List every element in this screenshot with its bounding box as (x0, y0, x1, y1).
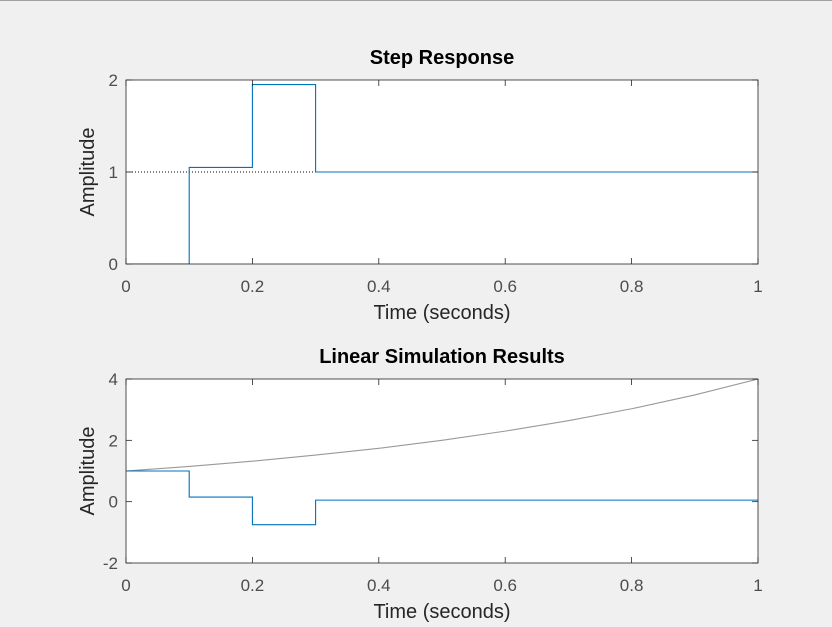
linear-sim-y-axis-label: Amplitude (77, 427, 99, 516)
linear-sim-y-tick-label: 2 (109, 431, 118, 450)
step-response-chart: 0 0.2 0.4 0.6 0.8 1 0 1 2 Step Response Time (seco… (77, 47, 763, 324)
step-response-x-tick-label: 0.4 (367, 277, 391, 296)
linear-sim-y-tick-label: 4 (109, 370, 118, 389)
step-response-x-axis-label: Time (seconds) (373, 302, 510, 324)
linear-sim-x-tick-label: 0.8 (620, 576, 644, 595)
linear-sim-y-tick-label: -2 (103, 554, 118, 573)
linear-sim-x-tick-label: 0.6 (493, 576, 517, 595)
step-response-x-tick-label: 0.8 (620, 277, 644, 296)
linear-sim-x-tick-label: 1 (753, 576, 762, 595)
linear-sim-x-tick-label: 0 (121, 576, 130, 595)
step-response-x-tick-label: 1 (753, 277, 762, 296)
linear-sim-plot-area (126, 379, 758, 563)
step-response-x-tick-label: 0.2 (241, 277, 265, 296)
linear-sim-series-1-line (126, 470, 758, 526)
linear-sim-title: Linear Simulation Results (319, 346, 565, 368)
linear-sim-data-layer (126, 379, 758, 526)
linear-sim-axes-box (125, 378, 759, 564)
step-response-y-tick-label: 0 (109, 255, 118, 274)
linear-sim-x-axis-label: Time (seconds) (373, 601, 510, 623)
step-response-x-tick-label: 0 (121, 277, 130, 296)
linear-sim-y-tick-label: 0 (109, 493, 118, 512)
linear-sim-x-tick-label: 0.2 (241, 576, 265, 595)
step-response-y-axis-label: Amplitude (77, 128, 99, 217)
step-response-data-layer (126, 84, 758, 264)
step-response-y-tick-label: 2 (109, 71, 118, 90)
step-response-series-0-line (126, 84, 758, 264)
linear-sim-series-0-line (126, 379, 758, 472)
linear-sim-x-tick-label: 0.4 (367, 576, 391, 595)
step-response-y-tick-label: 1 (109, 163, 118, 182)
step-response-x-tick-label: 0.6 (493, 277, 517, 296)
step-response-title: Step Response (370, 47, 514, 69)
